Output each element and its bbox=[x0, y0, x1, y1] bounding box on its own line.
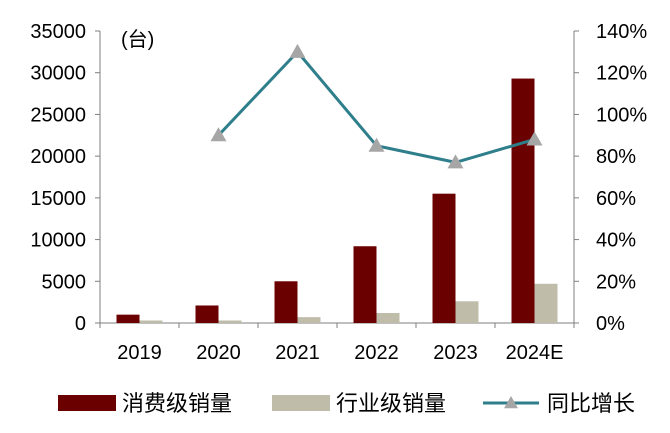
right-axis-ticks: 0% 20% 40% 60% 80% 100% 120% 140% bbox=[574, 21, 647, 335]
left-tick-label: 5000 bbox=[42, 271, 87, 293]
legend-label: 行业级销量 bbox=[336, 391, 446, 416]
legend-swatch bbox=[58, 395, 116, 411]
left-tick-label: 15000 bbox=[30, 188, 86, 210]
bar-industry bbox=[297, 317, 321, 323]
unit-label: (台) bbox=[121, 28, 154, 51]
left-axis-ticks: 0 5000 10000 15000 20000 25000 30000 35000 bbox=[30, 21, 100, 335]
x-tick-label: 2020 bbox=[196, 342, 241, 364]
left-tick-label: 0 bbox=[75, 313, 86, 335]
left-tick-label: 30000 bbox=[30, 63, 86, 85]
bar-industry bbox=[218, 320, 242, 323]
legend-swatch bbox=[272, 395, 330, 411]
growth-marker bbox=[368, 137, 385, 152]
bar-industry bbox=[139, 320, 163, 323]
bar-industry bbox=[455, 301, 479, 323]
right-tick-label: 20% bbox=[596, 271, 636, 293]
left-tick-label: 35000 bbox=[30, 21, 86, 43]
bar-consumer bbox=[195, 305, 219, 323]
growth-marker bbox=[526, 131, 543, 146]
right-tick-label: 40% bbox=[596, 230, 636, 252]
bar-consumer bbox=[511, 78, 535, 323]
right-tick-label: 100% bbox=[596, 104, 647, 126]
bar-consumer bbox=[432, 193, 456, 323]
legend-label: 消费级销量 bbox=[122, 391, 232, 416]
legend-label: 同比增长 bbox=[547, 391, 635, 416]
legend-marker bbox=[504, 396, 518, 409]
right-tick-label: 60% bbox=[596, 188, 636, 210]
legend: 消费级销量 行业级销量 同比增长 bbox=[58, 391, 635, 416]
right-tick-label: 120% bbox=[596, 63, 647, 85]
x-tick-label: 2022 bbox=[354, 342, 399, 364]
bar-industry bbox=[376, 312, 400, 323]
x-tick-label: 2023 bbox=[433, 342, 478, 364]
x-axis-labels: 2019 2020 2021 2022 2023 2024E bbox=[99, 323, 575, 364]
growth-marker bbox=[210, 127, 227, 142]
bars bbox=[116, 78, 558, 323]
left-tick-label: 25000 bbox=[30, 104, 86, 126]
bar-industry bbox=[534, 283, 558, 323]
growth-marker bbox=[447, 154, 464, 169]
x-tick-label: 2024E bbox=[506, 342, 564, 364]
x-tick-label: 2021 bbox=[275, 342, 320, 364]
growth-marker bbox=[289, 43, 306, 58]
bar-consumer bbox=[353, 246, 377, 323]
bar-consumer bbox=[274, 281, 298, 323]
left-tick-label: 20000 bbox=[30, 146, 86, 168]
right-tick-label: 140% bbox=[596, 21, 647, 43]
bar-consumer bbox=[116, 314, 140, 323]
left-tick-label: 10000 bbox=[30, 230, 86, 252]
x-tick-label: 2019 bbox=[117, 342, 162, 364]
growth-line-series bbox=[210, 43, 543, 169]
right-tick-label: 0% bbox=[596, 313, 625, 335]
right-tick-label: 80% bbox=[596, 146, 636, 168]
